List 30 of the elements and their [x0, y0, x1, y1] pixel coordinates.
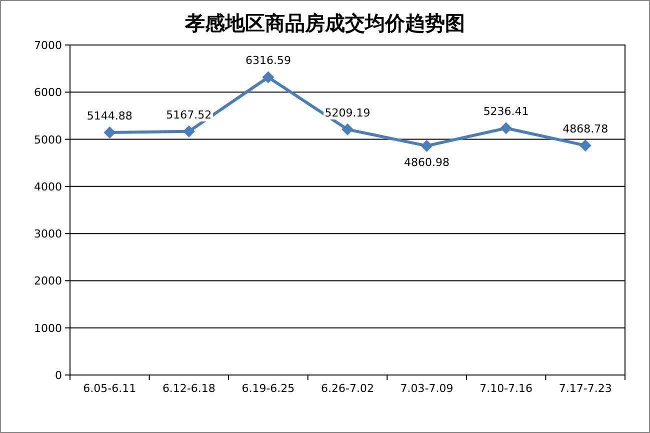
data-label: 6316.59 — [245, 54, 291, 68]
data-label: 5236.41 — [483, 105, 529, 118]
data-label: 4860.98 — [404, 156, 450, 169]
x-tick-label: 6.19-6.25 — [242, 382, 295, 395]
data-label: 5144.88 — [86, 109, 132, 122]
x-tick-label: 7.03-7.09 — [400, 382, 454, 395]
x-tick-label: 7.10-7.16 — [480, 382, 533, 395]
point — [262, 71, 274, 84]
y-tick-label: 1000 — [34, 322, 62, 335]
y-tick-label: 7000 — [34, 39, 62, 52]
y-tick-label: 5000 — [34, 133, 62, 146]
y-tick-label: 0 — [55, 369, 62, 382]
y-tick-label: 4000 — [34, 180, 62, 194]
x-tick-label: 6.05-6.11 — [83, 382, 136, 395]
y-tick-label: 3000 — [34, 228, 62, 241]
data-label: 4868.78 — [562, 122, 608, 136]
point — [104, 126, 116, 138]
y-tick-label: 6000 — [34, 86, 62, 100]
point — [342, 123, 354, 136]
point — [579, 139, 592, 152]
data-label: 5209.19 — [324, 106, 370, 120]
y-tick-label: 2000 — [34, 274, 62, 288]
chart-title: 孝感地区商品房成交均价趋势图 — [184, 11, 465, 35]
point — [182, 125, 195, 138]
x-tick-label: 6.12-6.18 — [162, 382, 216, 395]
point — [420, 140, 433, 152]
data-label: 5167.52 — [166, 108, 212, 122]
point — [500, 122, 512, 134]
x-tick-label: 7.17-7.23 — [558, 382, 612, 395]
x-tick-label: 6.26-7.02 — [321, 382, 374, 395]
